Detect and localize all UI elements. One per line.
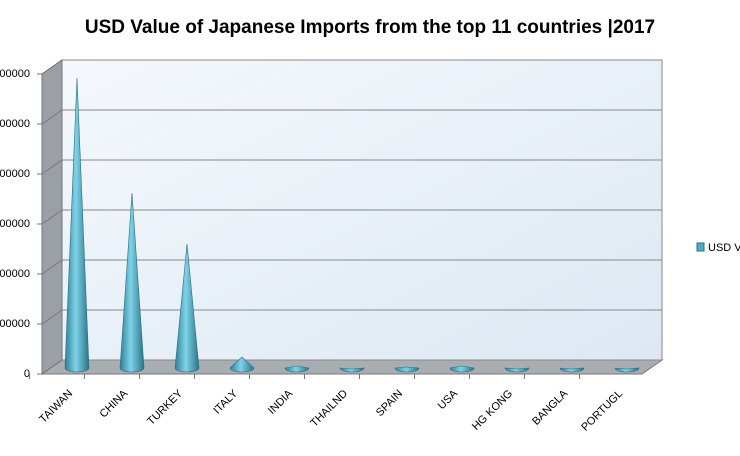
cone — [394, 366, 420, 373]
y-tick-label: 500000 — [0, 118, 30, 130]
cone — [504, 367, 530, 373]
y-tick-label: 100000 — [0, 318, 30, 330]
grid-line — [41, 359, 63, 375]
x-tick-label: TAIWAN — [37, 388, 75, 426]
grid-line — [41, 209, 63, 225]
x-tick-label: CHINA — [97, 387, 130, 420]
grid-line — [41, 309, 63, 325]
cone — [229, 356, 255, 373]
x-tick-label: HG KONG — [470, 388, 515, 433]
cone — [339, 367, 365, 373]
grid-line — [41, 159, 63, 175]
chart-title: USD Value of Japanese Imports from the t… — [85, 17, 655, 38]
x-tick-label: ITALY — [211, 387, 240, 416]
y-tick-label: 200000 — [0, 268, 30, 280]
cone — [449, 365, 475, 373]
x-tick-label: SPAIN — [374, 388, 405, 419]
grid-line — [41, 259, 63, 275]
y-tick-label: 300000 — [0, 218, 30, 230]
x-tick-label: INDIA — [266, 387, 296, 417]
cone — [284, 365, 310, 373]
x-tick-label: TURKEY — [145, 387, 186, 428]
legend-swatch — [696, 242, 705, 252]
x-tick-label: USA — [436, 387, 461, 412]
y-tick-label: 600000 — [0, 68, 30, 80]
grid-line — [41, 59, 63, 75]
x-tick-label: BANGLA — [530, 387, 571, 428]
legend-label: USD Value — [708, 242, 740, 254]
x-tick-label: THAILND — [308, 388, 350, 430]
x-tick-label: PORTUGL — [579, 388, 625, 434]
cone — [174, 243, 200, 373]
cone — [559, 367, 585, 373]
cone — [64, 77, 90, 373]
cone — [614, 367, 640, 373]
y-tick-label: 0 — [24, 368, 30, 380]
grid-line — [41, 109, 63, 125]
cone — [119, 192, 145, 373]
y-tick-label: 400000 — [0, 168, 30, 180]
